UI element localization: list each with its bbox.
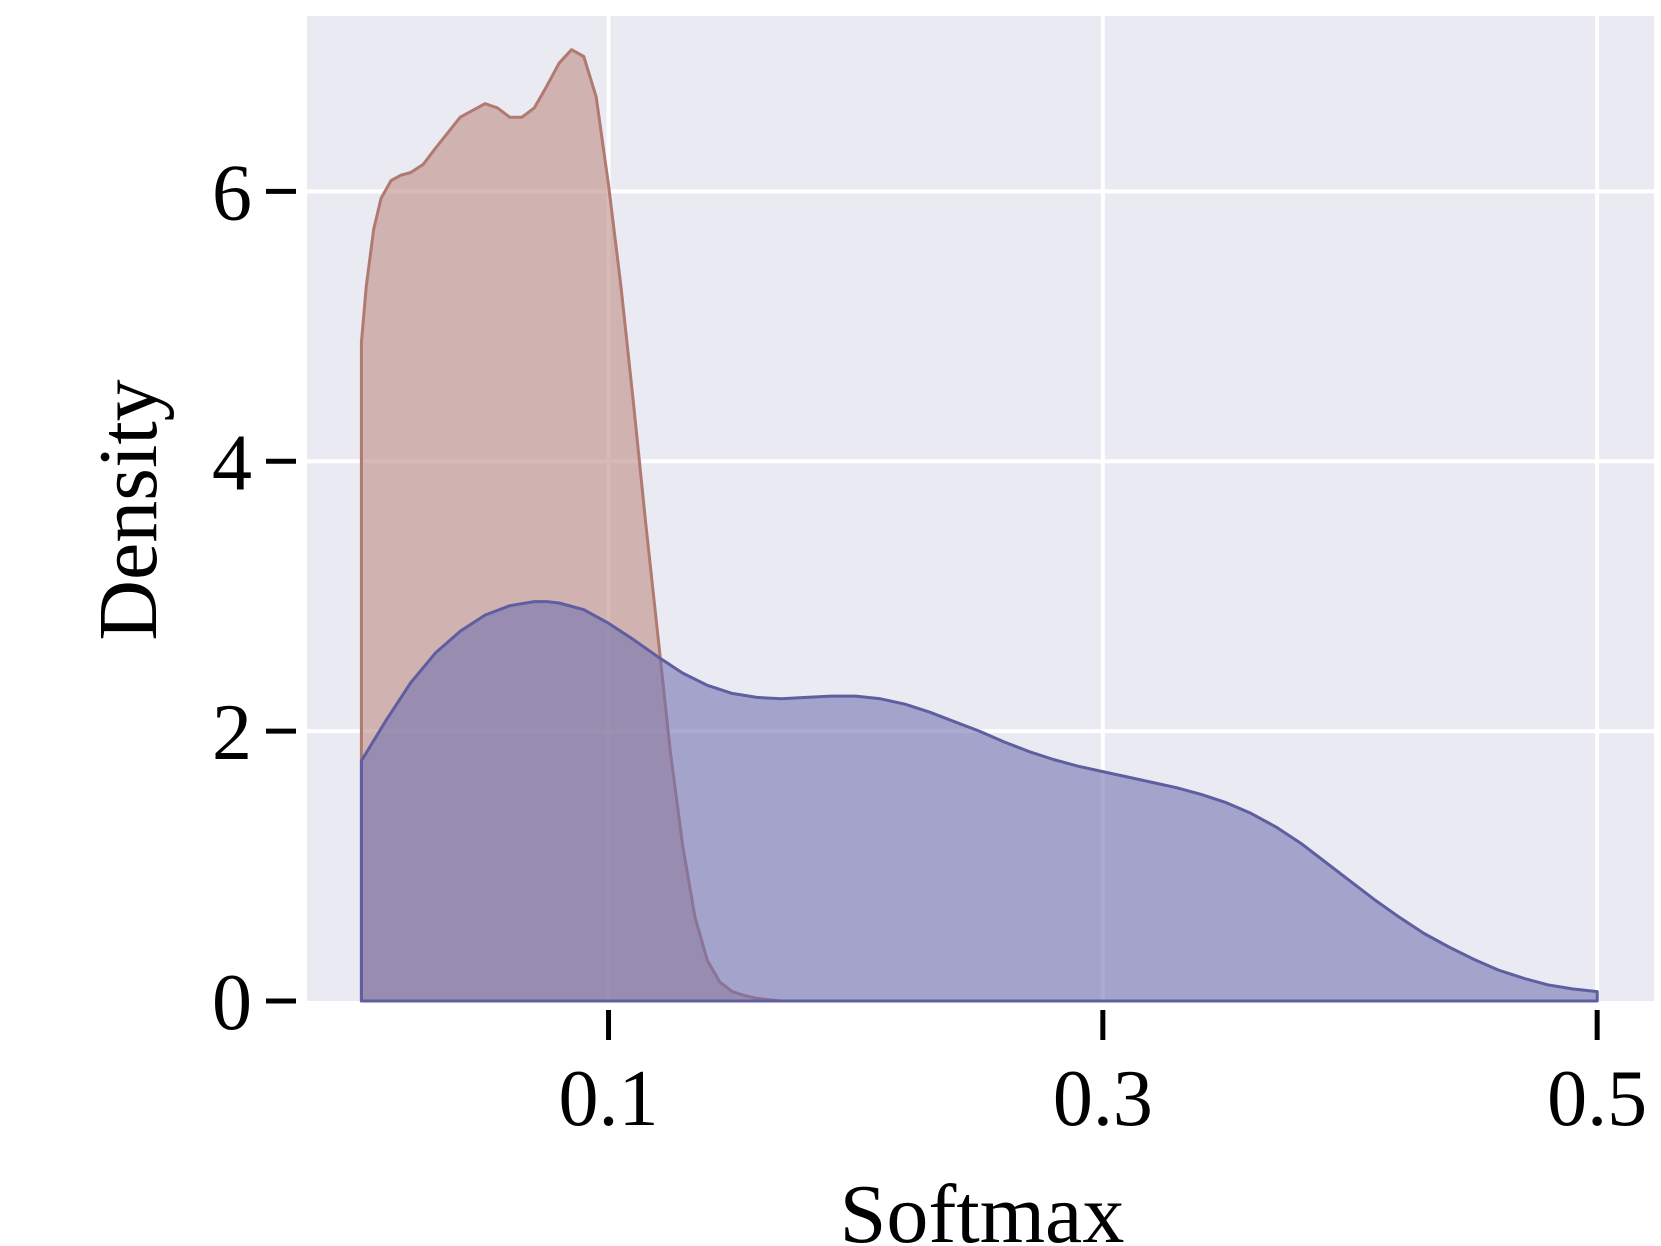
y-tick-label-2: 2 [212, 689, 252, 777]
x-tick-label-0.3: 0.3 [1053, 1055, 1153, 1143]
y-tick-label-6: 6 [212, 149, 252, 237]
axis-ticks: 0 2 4 6 0.1 0.3 0.5 [212, 149, 1647, 1143]
y-axis-label: Density [82, 379, 175, 640]
y-tick-label-4: 4 [212, 419, 252, 507]
density-areas [359, 48, 1599, 1003]
density-area-2 [359, 600, 1599, 1003]
y-tick-label-0: 0 [212, 959, 252, 1047]
x-axis-label: Softmax [840, 1168, 1125, 1246]
x-tick-label-0.5: 0.5 [1547, 1055, 1647, 1143]
x-tick-label-0.1: 0.1 [559, 1055, 659, 1143]
